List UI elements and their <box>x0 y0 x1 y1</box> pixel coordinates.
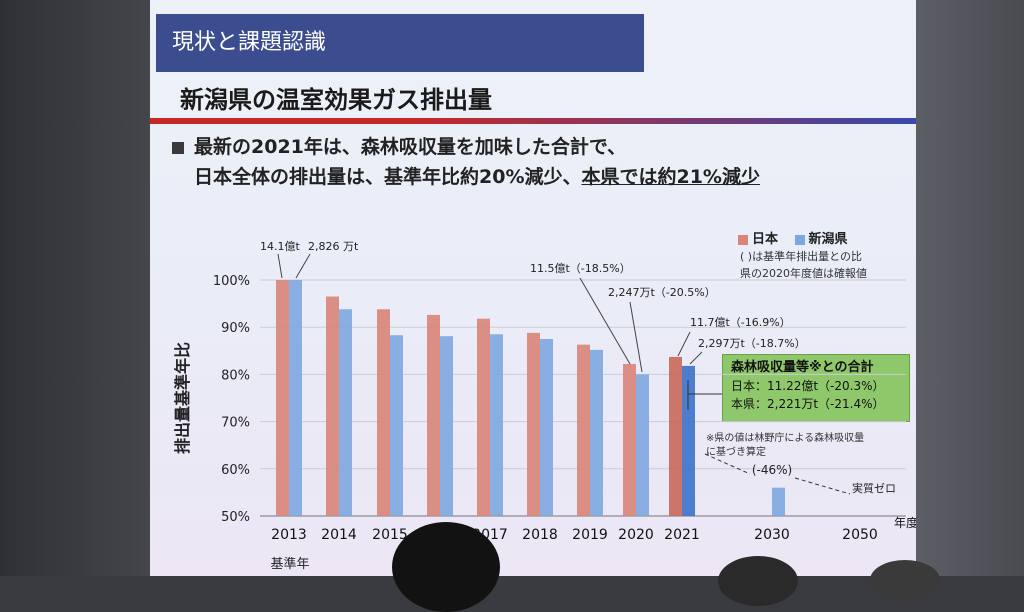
x-tick-label-2015: 2015 <box>372 527 408 543</box>
legend-note: ( )は基準年排出量との比 県の2020年度値は確報値 <box>740 248 867 282</box>
legend-swatch-japan <box>738 234 748 245</box>
forest-total-box: 森林吸収量等※との合計 日本：11.22億t（-20.3%） 本県：2,221万… <box>722 354 910 422</box>
bar-niigata-2013 <box>289 280 302 516</box>
chart-legend: 日本 新潟県 <box>738 228 848 247</box>
x-tick-label-2013: 2013 <box>271 527 307 543</box>
bar-niigata-2020 <box>636 374 649 516</box>
bar-niigata-2019 <box>590 349 603 516</box>
bar-niigata-2021 <box>682 365 695 516</box>
leader-2020-niigata <box>629 301 643 373</box>
leader-2020-japan <box>579 277 631 365</box>
legend-swatch-niigata <box>794 234 805 245</box>
y-tick-label: 70% <box>221 416 250 431</box>
x-tick-label-2018: 2018 <box>522 527 558 543</box>
bullet-line-1: 最新の2021年は、森林吸収量を加味した合計で、 <box>194 136 627 158</box>
bar-niigata-2015 <box>390 335 403 516</box>
legend-japan: 日本 <box>752 232 779 247</box>
audience-head <box>392 522 500 612</box>
x-tick-label-2014: 2014 <box>321 527 357 543</box>
forest-total-niigata: 本県：2,221万t（-21.4%） <box>731 397 885 411</box>
leader-2021-japan <box>677 331 691 357</box>
annot-2013-japan: 14.1億t <box>260 240 300 253</box>
bar-niigata-2017 <box>490 334 503 516</box>
bullet-line-2a: 日本全体の排出量は、基準年比約20%減少、 <box>194 166 582 188</box>
bar-japan-2020 <box>623 364 636 516</box>
annot-2050: 実質ゼロ <box>852 481 896 495</box>
leader-2013-niigata <box>295 253 311 279</box>
leader-2021-niigata <box>689 351 703 365</box>
x-tick-label-2019: 2019 <box>572 527 608 543</box>
y-axis-label: 排出量基準年比 <box>173 342 192 454</box>
trend-arrow-2050 <box>794 477 851 495</box>
forest-note-1: ※県の値は林野庁による森林吸収量 <box>706 433 865 444</box>
bar-japan-2021 <box>669 356 682 516</box>
y-tick-label: 80% <box>221 368 250 383</box>
presentation-slide: 現状と課題認識 新潟県の温室効果ガス排出量 最新の2021年は、森林吸収量を加味… <box>150 0 916 576</box>
bar-japan-2017 <box>477 318 490 516</box>
forest-note-2: に基づき算定 <box>706 447 766 458</box>
bar-japan-2016 <box>427 314 440 516</box>
forest-total-heading: 森林吸収量等※との合計 <box>731 360 874 375</box>
room-wall-right <box>914 0 1024 576</box>
y-tick-label: 100% <box>213 274 250 289</box>
bar-japan-2019 <box>577 344 590 516</box>
chart-bars <box>276 280 785 516</box>
base-year-label: 基準年 <box>270 556 309 572</box>
forest-note: ※県の値は林野庁による森林吸収量 に基づき算定 <box>706 432 864 460</box>
bullet-square-icon <box>172 141 184 154</box>
annot-2030: (-46%) <box>752 463 792 477</box>
chart-tick-labels: 50% 60% 70% 80% 90% 100% 排出量基準年比 2013 2014 2015 20… <box>173 274 916 572</box>
audience-head <box>718 556 798 606</box>
leader-2013-japan <box>277 253 283 279</box>
annot-2021-japan: 11.7億t（-16.9%） <box>690 316 791 329</box>
x-axis-unit: 年度 <box>894 515 916 530</box>
x-tick-label-2020: 2020 <box>618 527 654 543</box>
forest-total-japan: 日本：11.22億t（-20.3%） <box>731 379 885 393</box>
chart-annotations: 14.1億t 2,826 万t 11.5億t（-18.5%） 2,247万t（-20.… <box>260 240 896 495</box>
bar-japan-2015 <box>377 309 390 516</box>
emissions-bar-chart: 50% 60% 70% 80% 90% 100% 排出量基準年比 2013 2014 2015 20… <box>173 240 916 572</box>
x-tick-label-2021: 2021 <box>664 527 700 543</box>
annot-2020-japan: 11.5億t（-18.5%） <box>530 262 631 275</box>
audience-head <box>870 560 940 600</box>
annot-2020-niigata: 2,247万t（-20.5%） <box>608 286 716 299</box>
bar-niigata-2018 <box>540 339 553 516</box>
annot-2013-niigata: 2,826 万t <box>308 240 359 253</box>
bar-niigata-2016 <box>440 336 453 516</box>
slide-title: 新潟県の温室効果ガス排出量 <box>180 86 492 114</box>
annot-2021-niigata: 2,297万t（-18.7%） <box>698 337 806 350</box>
legend-note-2: 県の2020年度値は確報値 <box>740 267 867 280</box>
bar-japan-2018 <box>527 332 540 516</box>
x-tick-label-2030: 2030 <box>754 527 790 543</box>
y-tick-label: 60% <box>221 463 250 478</box>
y-tick-label: 50% <box>221 510 250 525</box>
bar-niigata-2030 <box>772 487 785 516</box>
y-tick-label: 90% <box>221 321 250 336</box>
bar-japan-2014 <box>326 296 339 516</box>
section-title: 現状と課題認識 <box>156 14 644 72</box>
legend-niigata: 新潟県 <box>808 232 848 247</box>
room-wall-left <box>0 0 150 576</box>
trend-arrow-2030 <box>704 453 751 475</box>
bullet-text: 最新の2021年は、森林吸収量を加味した合計で、 日本全体の排出量は、基準年比約… <box>172 132 760 192</box>
legend-note-1: ( )は基準年排出量との比 <box>740 250 862 263</box>
bar-niigata-2014 <box>339 309 352 516</box>
bar-japan-2013 <box>276 280 289 516</box>
x-tick-label-2050: 2050 <box>842 527 878 543</box>
bullet-line-2b: 本県では約21%減少 <box>581 166 760 188</box>
title-divider <box>150 118 916 124</box>
